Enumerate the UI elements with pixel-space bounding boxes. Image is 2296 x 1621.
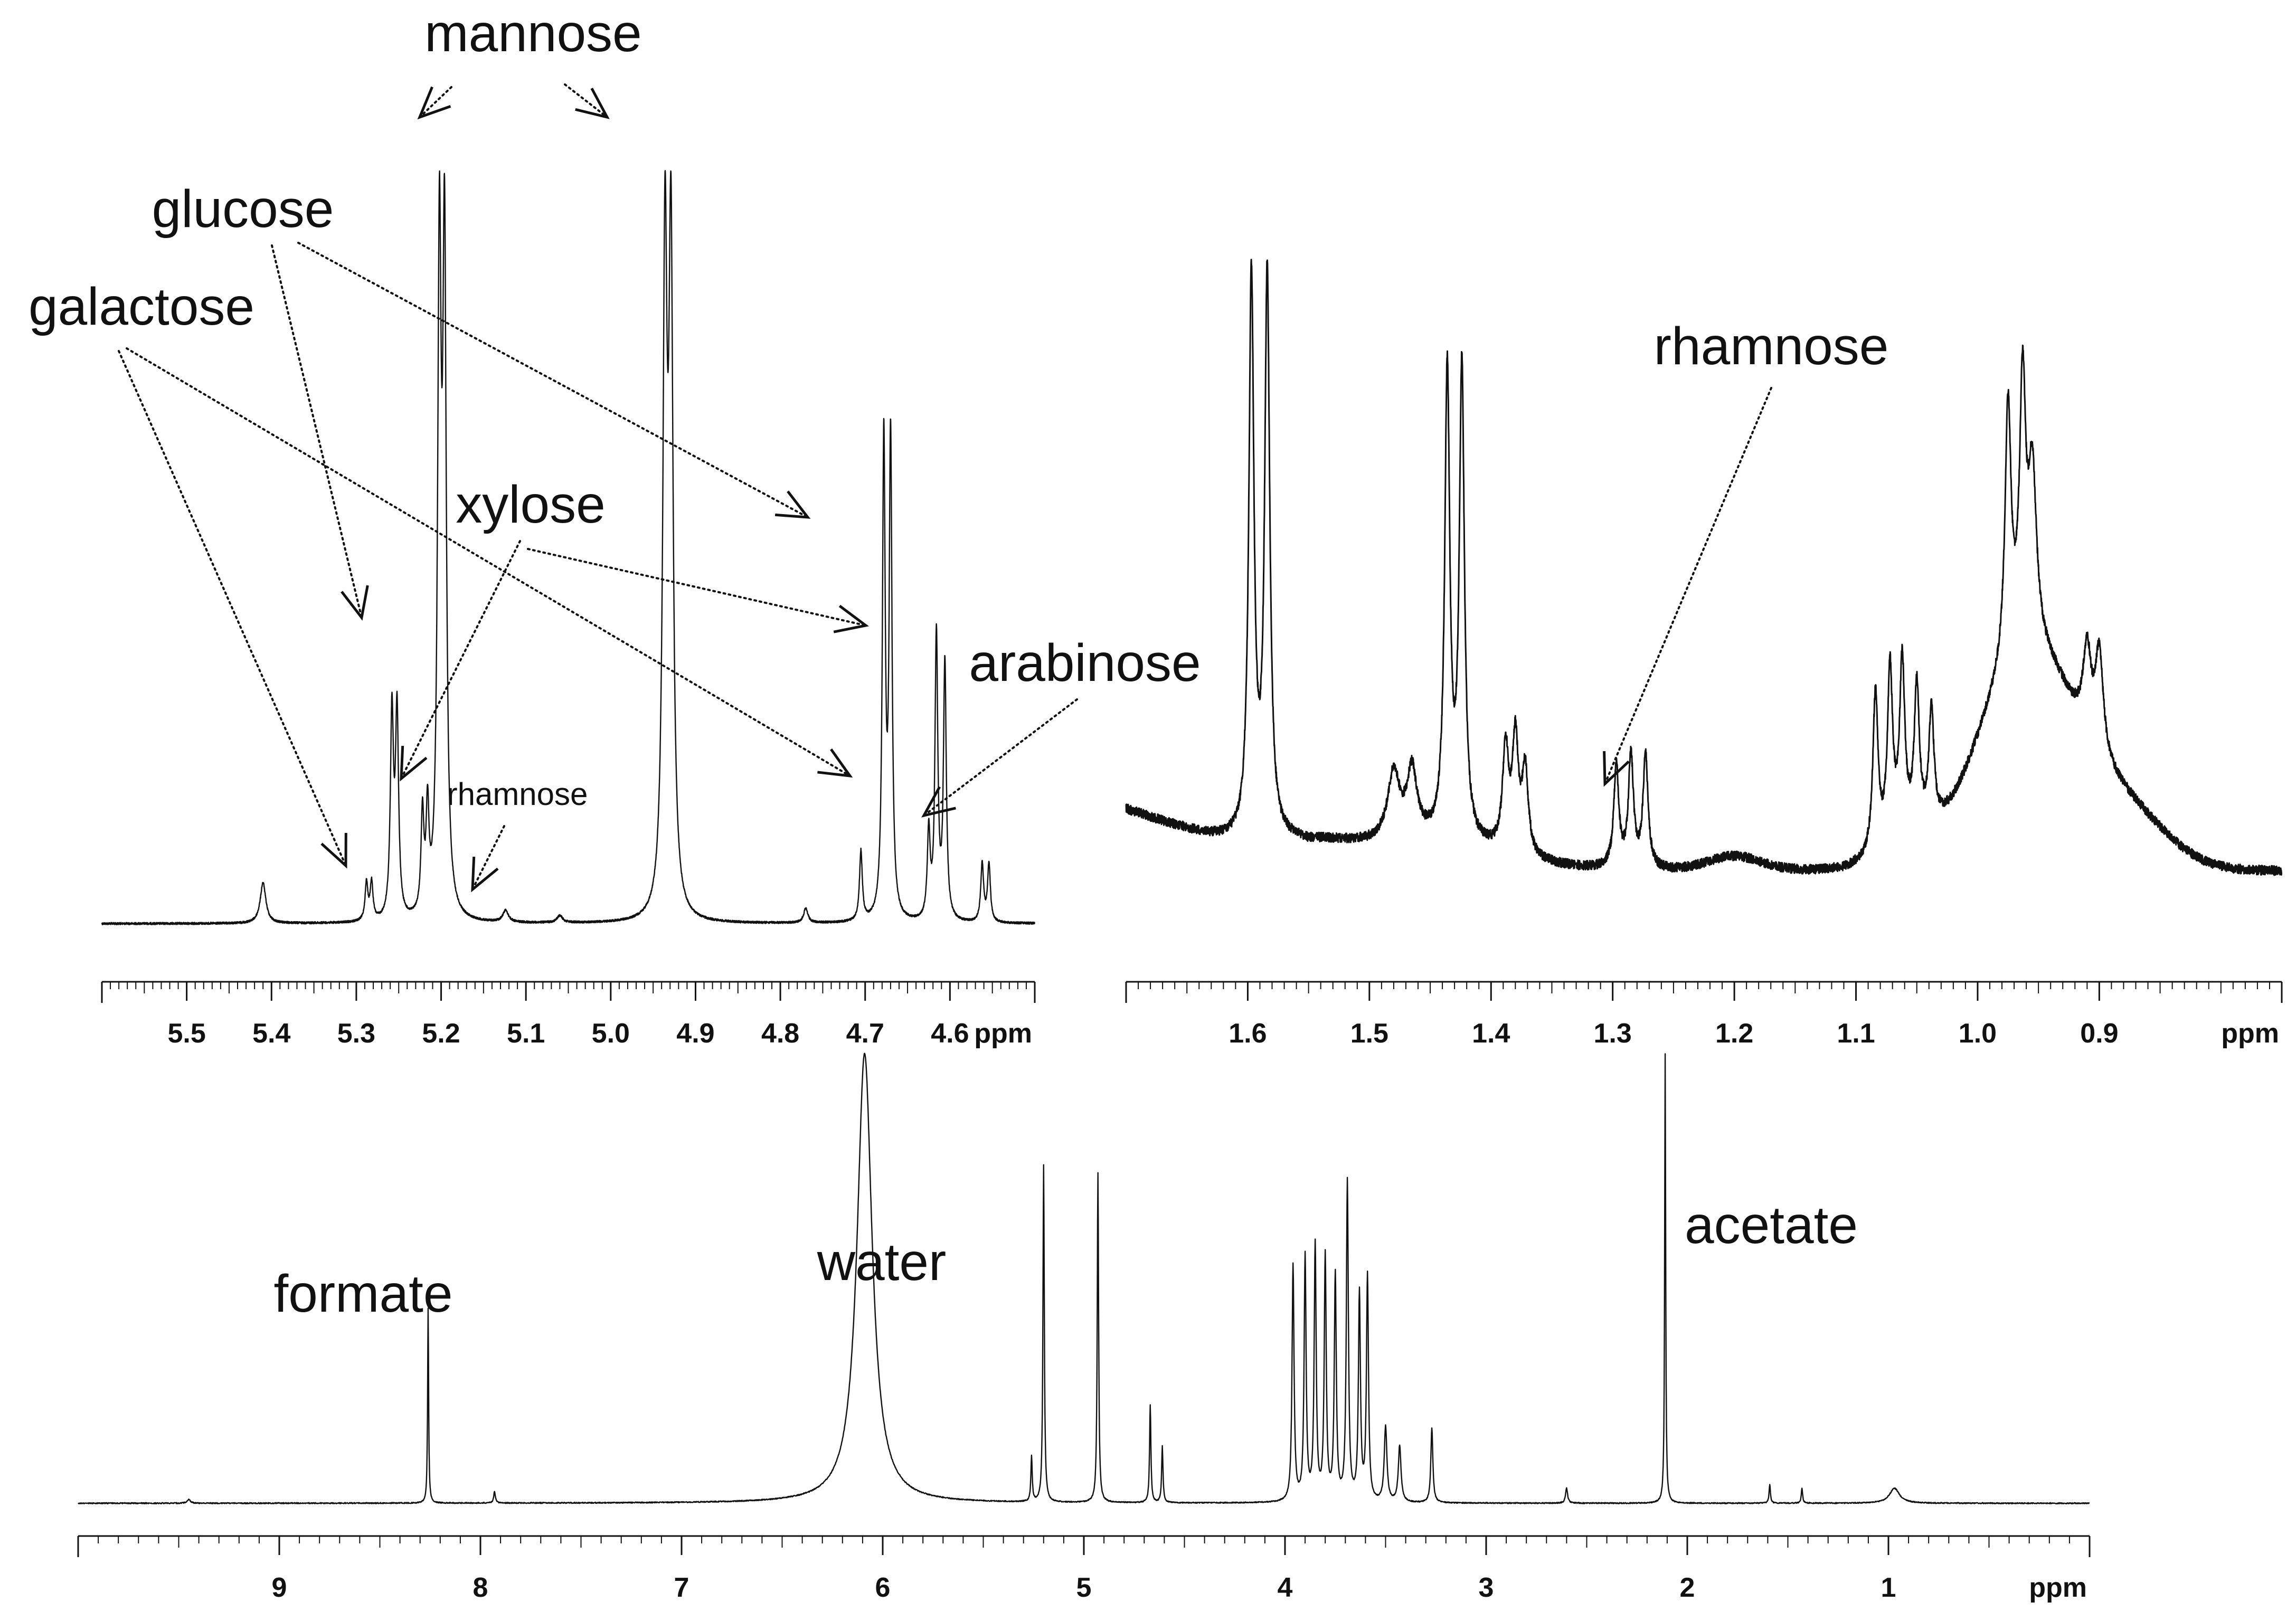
- tick-label-bottom-6: 3: [1479, 1572, 1494, 1603]
- spectrum-trace-bottom: [78, 1053, 2090, 1505]
- tick-label-bottom-0: 9: [272, 1572, 287, 1603]
- tick-label-top-left-2: 5.3: [337, 1018, 375, 1049]
- label-rhamnose: rhamnose: [1654, 317, 1889, 376]
- label-arabinose: arabinose: [969, 633, 1201, 693]
- tick-label-top-right-6: 1.0: [1959, 1018, 1997, 1049]
- tick-label-top-right-7: 0.9: [2080, 1018, 2118, 1049]
- tick-label-top-right-0: 1.6: [1229, 1018, 1267, 1049]
- label-water: water: [817, 1233, 947, 1292]
- galactose-left-leader: [118, 350, 347, 867]
- tick-label-top-left-9: 4.6: [931, 1018, 969, 1049]
- tick-label-bottom-4: 5: [1076, 1572, 1092, 1603]
- tick-label-top-left-7: 4.8: [761, 1018, 799, 1049]
- glucose-right-arrowhead: [774, 490, 811, 519]
- spectrum-trace-top-right: [1125, 259, 2283, 876]
- mannose-left-arrowhead: [417, 86, 451, 120]
- arabinose-arrowhead: [921, 786, 956, 818]
- x-unit-label-top-left: ppm: [974, 1018, 1032, 1049]
- tick-label-top-right-4: 1.2: [1715, 1018, 1753, 1049]
- x-unit-label-top-right: ppm: [2221, 1018, 2279, 1049]
- glucose-left-arrowhead: [341, 585, 369, 621]
- mannose-left-leader: [419, 86, 452, 118]
- glucose-right-leader: [297, 242, 809, 518]
- panel-top-left: 5.5 5.4 5.3 5.2 5.1 5.0 4.9 4.8 4.7 4.6 ppm: [101, 170, 1036, 1049]
- x-unit-label-bottom: ppm: [2029, 1572, 2087, 1603]
- xylose-right-leader: [527, 548, 867, 627]
- mannose-right-leader: [564, 83, 608, 118]
- xylose-right-arrowhead: [833, 604, 869, 633]
- label-glucose: glucose: [152, 179, 334, 239]
- label-galactose: galactose: [29, 277, 254, 336]
- label-acetate: acetate: [1685, 1196, 1858, 1255]
- spectrum-trace-top-left: [101, 170, 1035, 925]
- tick-label-top-left-3: 5.2: [422, 1018, 460, 1049]
- tick-label-top-right-2: 1.4: [1472, 1018, 1510, 1049]
- panel-top-right: 1.6 1.5 1.4 1.3 1.2 1.1 1.0 0.9 ppm: [1125, 259, 2283, 1049]
- label-rhamnose-small: rhamnose: [447, 776, 588, 812]
- panel-bottom: 9 8 7 6 5 4 3 2 1 ppm: [77, 1053, 2091, 1603]
- tick-label-bottom-5: 4: [1278, 1572, 1293, 1603]
- annotations: mannose glucose galactose xylose arabinose rh…: [29, 4, 1888, 1323]
- xylose-left-leader: [400, 540, 521, 780]
- rhamnose-leader: [1604, 387, 1772, 785]
- label-formate: formate: [273, 1264, 452, 1323]
- galactose-right-leader: [126, 347, 851, 777]
- tick-label-top-left-1: 5.4: [252, 1018, 290, 1049]
- tick-label-bottom-2: 7: [674, 1572, 689, 1603]
- label-xylose: xylose: [456, 475, 605, 534]
- rhamnose-arrowhead: [1603, 751, 1630, 787]
- tick-label-top-right-3: 1.3: [1594, 1018, 1632, 1049]
- galactose-left-arrowhead: [320, 832, 347, 869]
- rhamnose-small-arrowhead: [471, 856, 499, 893]
- tick-label-top-left-0: 5.5: [167, 1018, 205, 1049]
- tick-label-top-left-5: 5.0: [592, 1018, 630, 1049]
- tick-label-bottom-1: 8: [473, 1572, 488, 1603]
- tick-label-bottom-3: 6: [875, 1572, 891, 1603]
- mannose-right-arrowhead: [575, 88, 610, 119]
- glucose-left-leader: [271, 244, 363, 619]
- tick-label-bottom-8: 1: [1881, 1572, 1896, 1603]
- tick-label-bottom-7: 2: [1680, 1572, 1695, 1603]
- xylose-left-arrowhead: [400, 745, 428, 782]
- tick-label-top-right-1: 1.5: [1350, 1018, 1388, 1049]
- galactose-right-arrowhead: [817, 748, 853, 778]
- tick-label-top-left-8: 4.7: [846, 1018, 884, 1049]
- tick-label-top-left-4: 5.1: [507, 1018, 545, 1049]
- rhamnose-small-leader: [471, 825, 505, 890]
- label-mannose: mannose: [424, 4, 641, 63]
- tick-label-top-left-6: 4.9: [676, 1018, 714, 1049]
- tick-label-top-right-5: 1.1: [1837, 1018, 1875, 1049]
- arabinose-leader: [923, 698, 1078, 817]
